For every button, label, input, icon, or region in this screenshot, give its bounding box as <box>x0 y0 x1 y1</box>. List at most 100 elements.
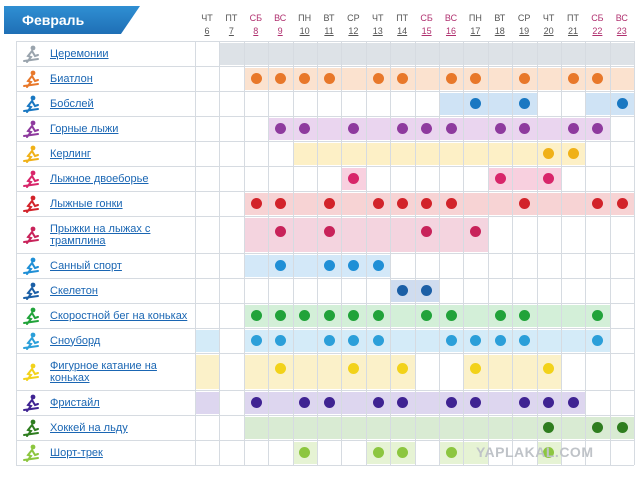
medal-event-dot[interactable] <box>396 397 408 408</box>
medal-event-dot[interactable] <box>518 73 530 84</box>
medal-event-dot[interactable] <box>518 397 530 408</box>
day-number[interactable]: 20 <box>543 26 554 36</box>
sport-link[interactable]: Биатлон <box>50 72 93 85</box>
sport-link[interactable]: Скоростной бег на коньках <box>50 309 188 322</box>
medal-event-dot[interactable] <box>372 397 384 408</box>
day-number[interactable]: 10 <box>299 26 310 36</box>
day-number[interactable]: 14 <box>397 26 408 36</box>
medal-event-dot[interactable] <box>494 173 506 184</box>
day-number[interactable]: 12 <box>348 26 359 36</box>
medal-event-dot[interactable] <box>323 335 335 346</box>
medal-event-dot[interactable] <box>543 397 555 408</box>
medal-event-dot[interactable] <box>592 73 604 84</box>
medal-event-dot[interactable] <box>518 123 530 134</box>
medal-event-dot[interactable] <box>396 198 408 209</box>
medal-event-dot[interactable] <box>543 447 555 458</box>
sport-link[interactable]: Церемонии <box>50 47 109 60</box>
medal-event-dot[interactable] <box>445 123 457 134</box>
medal-event-dot[interactable] <box>421 123 433 134</box>
medal-event-dot[interactable] <box>421 285 433 296</box>
medal-event-dot[interactable] <box>470 73 482 84</box>
sport-link[interactable]: Керлинг <box>50 147 91 160</box>
medal-event-dot[interactable] <box>567 73 579 84</box>
medal-event-dot[interactable] <box>494 310 506 321</box>
medal-event-dot[interactable] <box>323 198 335 209</box>
medal-event-dot[interactable] <box>323 260 335 271</box>
medal-event-dot[interactable] <box>543 363 555 374</box>
medal-event-dot[interactable] <box>372 310 384 321</box>
day-number[interactable]: 17 <box>470 26 481 36</box>
medal-event-dot[interactable] <box>470 335 482 346</box>
medal-event-dot[interactable] <box>323 397 335 408</box>
sport-link[interactable]: Хоккей на льду <box>50 421 128 434</box>
medal-event-dot[interactable] <box>421 198 433 209</box>
sport-link[interactable]: Санный спорт <box>50 259 122 272</box>
sport-link[interactable]: Сноуборд <box>50 334 101 347</box>
medal-event-dot[interactable] <box>299 397 311 408</box>
medal-event-dot[interactable] <box>396 285 408 296</box>
day-number[interactable]: 18 <box>494 26 505 36</box>
medal-event-dot[interactable] <box>470 98 482 109</box>
day-number[interactable]: 19 <box>519 26 530 36</box>
medal-event-dot[interactable] <box>348 363 360 374</box>
medal-event-dot[interactable] <box>396 447 408 458</box>
medal-event-dot[interactable] <box>274 226 286 237</box>
month-tab[interactable]: Февраль <box>4 6 140 34</box>
medal-event-dot[interactable] <box>250 198 262 209</box>
sport-link[interactable]: Фристайл <box>50 396 100 409</box>
day-number[interactable]: 16 <box>445 26 456 36</box>
sport-link[interactable]: Лыжные гонки <box>50 197 123 210</box>
medal-event-dot[interactable] <box>543 148 555 159</box>
day-number[interactable]: 23 <box>616 26 627 36</box>
medal-event-dot[interactable] <box>518 198 530 209</box>
medal-event-dot[interactable] <box>372 447 384 458</box>
sport-link[interactable]: Фигурное катание на коньках <box>50 359 157 384</box>
medal-event-dot[interactable] <box>567 123 579 134</box>
day-number[interactable]: 7 <box>228 26 234 36</box>
medal-event-dot[interactable] <box>372 198 384 209</box>
medal-event-dot[interactable] <box>299 73 311 84</box>
day-number[interactable]: 21 <box>567 26 578 36</box>
medal-event-dot[interactable] <box>372 260 384 271</box>
medal-event-dot[interactable] <box>396 73 408 84</box>
medal-event-dot[interactable] <box>372 73 384 84</box>
day-number[interactable]: 11 <box>324 26 334 36</box>
medal-event-dot[interactable] <box>274 363 286 374</box>
medal-event-dot[interactable] <box>592 310 604 321</box>
medal-event-dot[interactable] <box>567 148 579 159</box>
medal-event-dot[interactable] <box>421 310 433 321</box>
medal-event-dot[interactable] <box>274 310 286 321</box>
medal-event-dot[interactable] <box>396 363 408 374</box>
day-number[interactable]: 8 <box>253 26 259 36</box>
day-number[interactable]: 22 <box>592 26 603 36</box>
medal-event-dot[interactable] <box>494 335 506 346</box>
medal-event-dot[interactable] <box>445 335 457 346</box>
sport-link[interactable]: Шорт-трек <box>50 446 103 459</box>
day-number[interactable]: 13 <box>372 26 383 36</box>
medal-event-dot[interactable] <box>543 422 555 433</box>
medal-event-dot[interactable] <box>299 310 311 321</box>
day-number[interactable]: 9 <box>277 26 283 36</box>
medal-event-dot[interactable] <box>616 422 628 433</box>
medal-event-dot[interactable] <box>274 260 286 271</box>
medal-event-dot[interactable] <box>323 73 335 84</box>
medal-event-dot[interactable] <box>518 98 530 109</box>
medal-event-dot[interactable] <box>274 123 286 134</box>
medal-event-dot[interactable] <box>616 198 628 209</box>
medal-event-dot[interactable] <box>543 173 555 184</box>
medal-event-dot[interactable] <box>348 173 360 184</box>
medal-event-dot[interactable] <box>616 98 628 109</box>
sport-link[interactable]: Бобслей <box>50 97 94 110</box>
medal-event-dot[interactable] <box>470 363 482 374</box>
medal-event-dot[interactable] <box>323 226 335 237</box>
sport-link[interactable]: Лыжное двоеборье <box>50 172 149 185</box>
medal-event-dot[interactable] <box>445 310 457 321</box>
medal-event-dot[interactable] <box>445 198 457 209</box>
sport-link[interactable]: Горные лыжи <box>50 122 119 135</box>
medal-event-dot[interactable] <box>470 226 482 237</box>
medal-event-dot[interactable] <box>592 422 604 433</box>
medal-event-dot[interactable] <box>348 335 360 346</box>
sport-link[interactable]: Прыжки на лыжах с трамплина <box>50 222 151 247</box>
sport-link[interactable]: Скелетон <box>50 284 98 297</box>
medal-event-dot[interactable] <box>274 335 286 346</box>
